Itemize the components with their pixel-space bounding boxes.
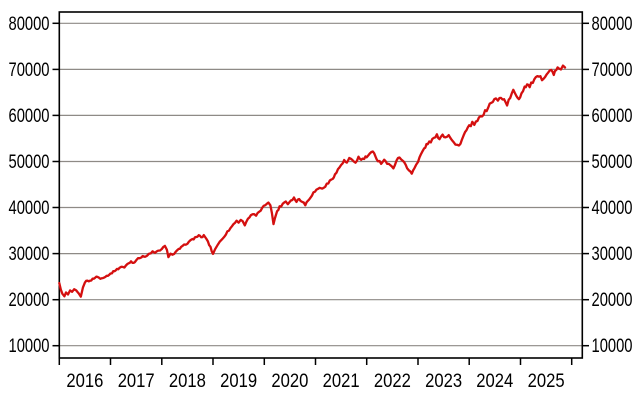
plot-border (58, 11, 584, 359)
axis-ticks (52, 22, 589, 365)
data-series (58, 64, 567, 298)
x-axis-label: 2025 (528, 371, 565, 392)
x-axis-label: 2021 (323, 371, 360, 392)
gridlines (59, 22, 583, 347)
y-axis-label-right: 30000 (592, 244, 633, 265)
y-axis-label-right: 40000 (592, 198, 633, 219)
y-axis-label-right: 70000 (592, 60, 633, 81)
y-axis-label-left: 80000 (9, 14, 50, 35)
y-axis-label-left: 10000 (9, 336, 50, 357)
y-axis-label-right: 50000 (592, 152, 633, 173)
x-axis-label: 2023 (425, 371, 462, 392)
plot-frame (58, 11, 584, 359)
x-axis-label: 2016 (66, 371, 103, 392)
y-axis-label-left: 70000 (9, 60, 50, 81)
price-line (58, 64, 567, 298)
y-axis-label-right: 80000 (592, 14, 633, 35)
y-axis-label-right: 10000 (592, 336, 633, 357)
x-axis-label: 2019 (220, 371, 257, 392)
x-axis-label: 2022 (374, 371, 411, 392)
y-axis-label-right: 60000 (592, 106, 633, 127)
y-axis-label-left: 50000 (9, 152, 50, 173)
x-axis-label: 2020 (271, 371, 308, 392)
x-axis-label: 2024 (476, 371, 513, 392)
y-axis-label-left: 20000 (9, 290, 50, 311)
x-axis-label: 2017 (118, 371, 155, 392)
y-axis-label-left: 60000 (9, 106, 50, 127)
x-axis-label: 2018 (169, 371, 206, 392)
y-axis-label-left: 30000 (9, 244, 50, 265)
y-axis-label-left: 40000 (9, 198, 50, 219)
axis-labels: 10000 10000 20000 20000 30000 30000 40000 40000… (9, 14, 633, 392)
y-axis-label-right: 20000 (592, 290, 633, 311)
